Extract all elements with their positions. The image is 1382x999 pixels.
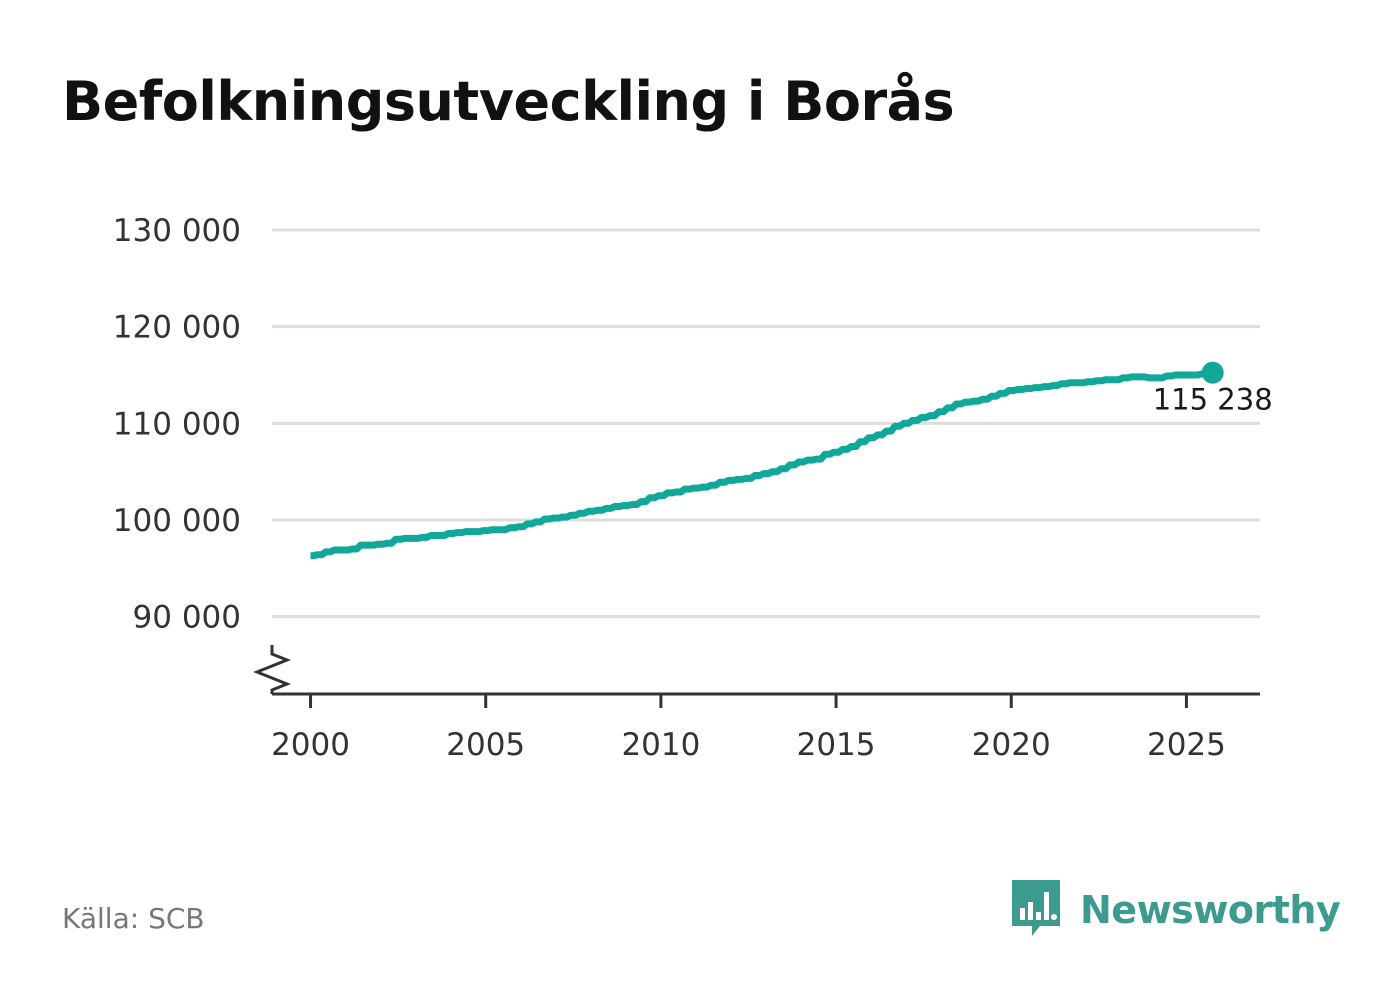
chart-title: Befolkningsutveckling i Borås <box>62 70 955 133</box>
gridlines <box>272 228 1260 619</box>
x-tick-label: 2005 <box>446 727 525 763</box>
y-axis-tick-labels: 90 000 100 000 110 000 120 000 130 000 <box>113 213 241 636</box>
y-tick-label: 90 000 <box>133 600 241 636</box>
newsworthy-logo-icon <box>1012 880 1060 936</box>
end-point-marker <box>1201 361 1224 384</box>
x-tick-label: 2025 <box>1147 727 1226 763</box>
y-tick-label: 110 000 <box>113 406 241 442</box>
y-tick-label: 100 000 <box>113 503 241 539</box>
x-tick-label: 2000 <box>271 727 350 763</box>
brand-logo[interactable]: Newsworthy <box>1012 880 1341 940</box>
x-tick-label: 2015 <box>797 727 876 763</box>
y-tick-label: 130 000 <box>113 213 241 249</box>
y-tick-label: 120 000 <box>113 310 241 346</box>
series-group: 115 238 <box>309 361 1273 560</box>
y-axis-break <box>252 645 292 694</box>
x-axis <box>252 645 1260 708</box>
brand-name: Newsworthy <box>1080 888 1341 932</box>
source-note: Källa: SCB <box>62 902 205 935</box>
x-tick-label: 2010 <box>621 727 700 763</box>
x-axis-tick-labels: 2000 2005 2010 2015 2020 2025 <box>271 727 1226 763</box>
end-value-label: 115 238 <box>1153 383 1273 417</box>
x-tick-label: 2020 <box>972 727 1051 763</box>
population-line <box>309 369 1214 560</box>
